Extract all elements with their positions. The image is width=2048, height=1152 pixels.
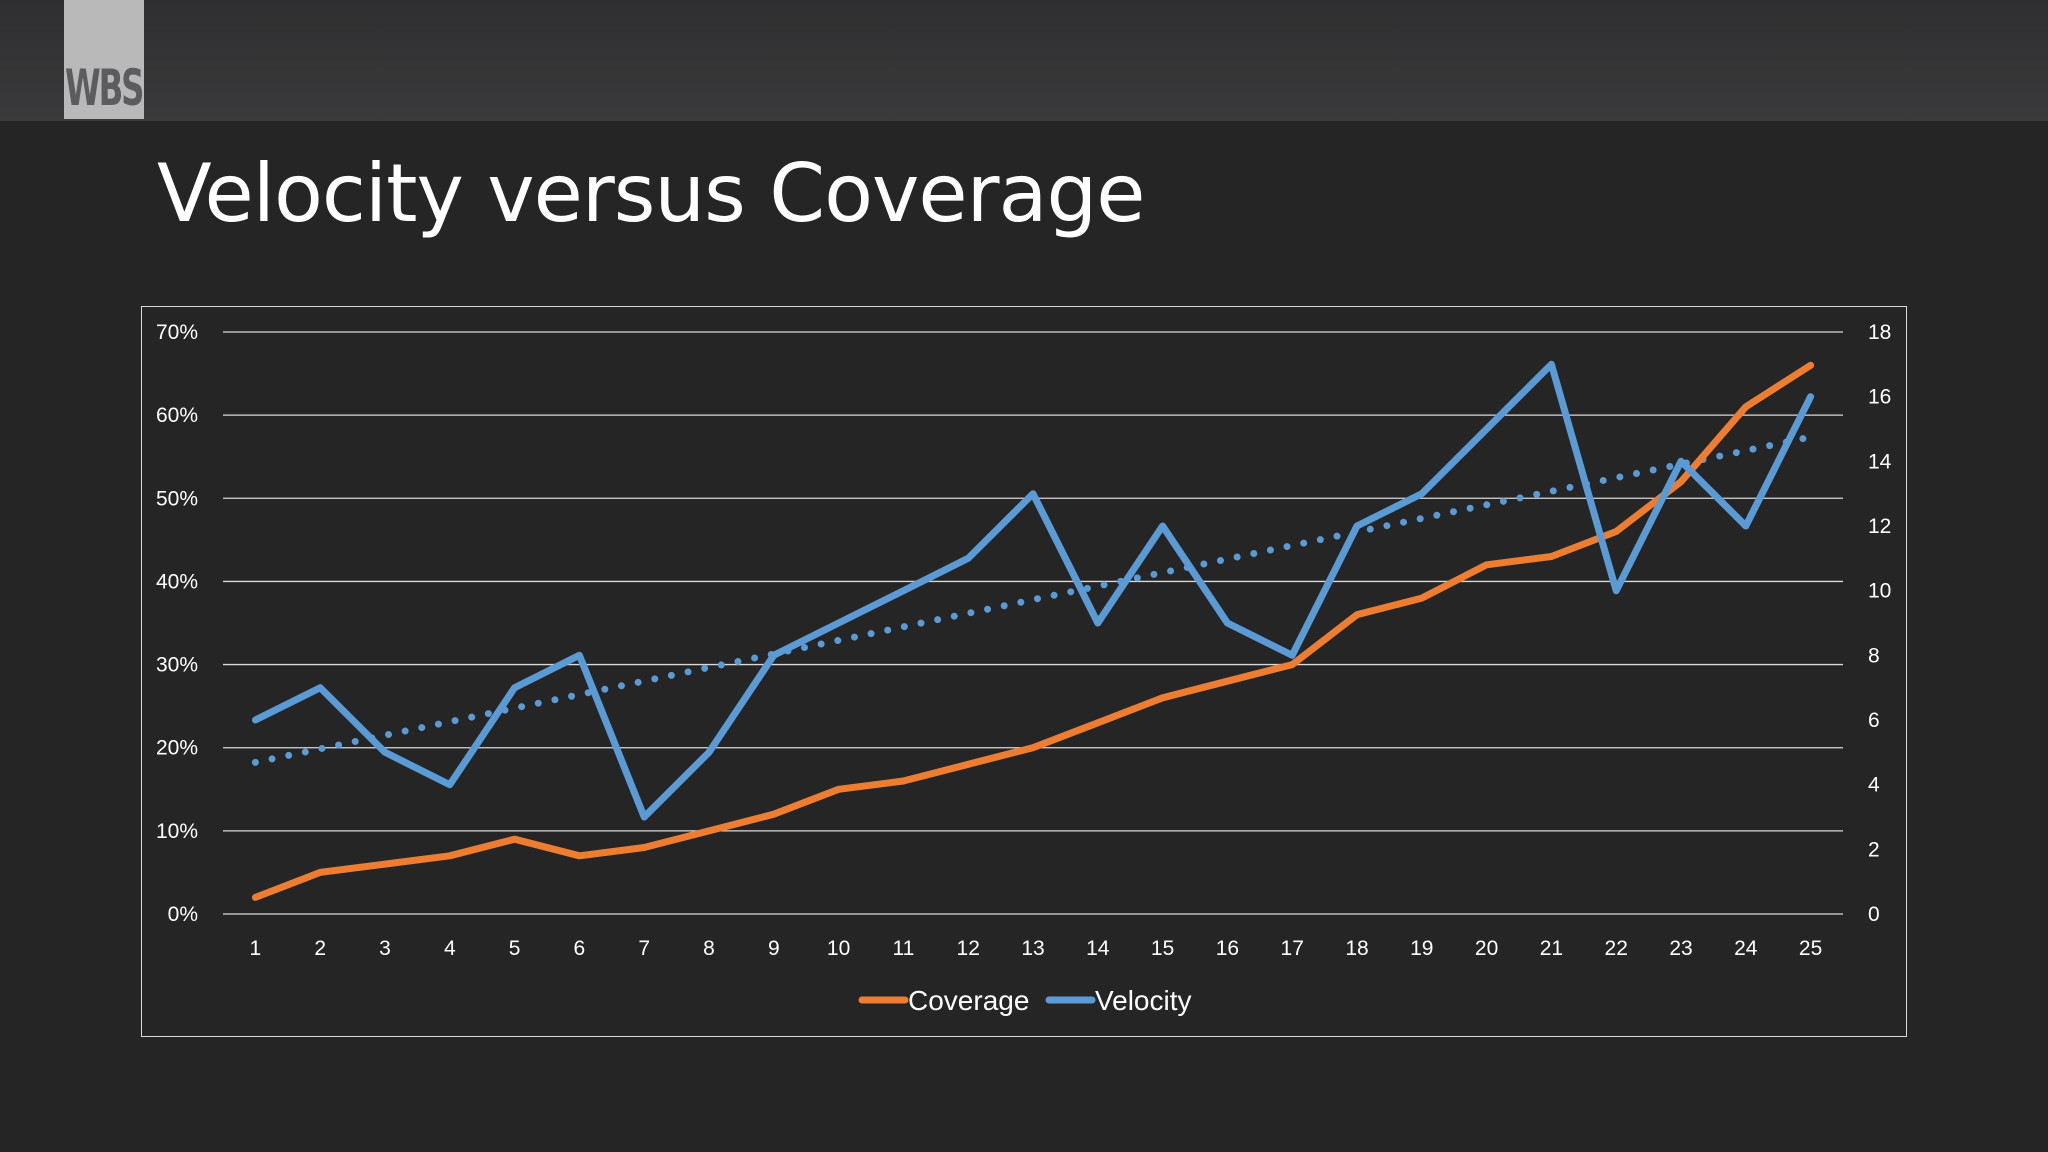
x-axis-tick-label: 24 xyxy=(1734,937,1758,960)
legend-label-velocity: Velocity xyxy=(1095,985,1192,1016)
chart-frame xyxy=(141,306,1907,1037)
right-axis-tick-label: 10 xyxy=(1868,580,1891,603)
left-axis-tick-label: 20% xyxy=(156,737,198,760)
x-axis-tick-label: 15 xyxy=(1151,937,1174,960)
gridlines xyxy=(223,331,1843,915)
left-axis-tick-label: 0% xyxy=(168,903,198,926)
x-axis-tick-label: 25 xyxy=(1799,937,1822,960)
right-axis-tick-label: 2 xyxy=(1868,838,1880,861)
right-axis-tick-label: 16 xyxy=(1868,386,1891,409)
x-axis-tick-label: 20 xyxy=(1475,937,1498,960)
slide-title: Velocity versus Coverage xyxy=(157,147,1145,240)
x-axis-tick-label: 10 xyxy=(827,937,850,960)
right-axis-ticks: 0 2 4 6 8 10 12 14 16 18 xyxy=(1868,321,1892,926)
x-axis-tick-label: 23 xyxy=(1669,937,1692,960)
x-axis-tick-label: 8 xyxy=(703,937,715,960)
x-axis-tick-label: 13 xyxy=(1021,937,1044,960)
x-axis-ticks: 1 2 3 4 5 6 7 8 9 10 11 12 13 14 15 16 17 18 19 20 21 22 23 24 2… xyxy=(250,937,1823,960)
x-axis-tick-label: 21 xyxy=(1540,937,1563,960)
right-axis-tick-label: 12 xyxy=(1868,515,1891,538)
x-axis-tick-label: 7 xyxy=(638,937,650,960)
left-axis-tick-label: 50% xyxy=(156,487,198,510)
top-bar: WBS xyxy=(0,0,2048,121)
right-axis-tick-label: 0 xyxy=(1868,903,1880,926)
x-axis-tick-label: 12 xyxy=(957,937,980,960)
x-axis-tick-label: 2 xyxy=(314,937,326,960)
x-axis-tick-label: 22 xyxy=(1605,937,1628,960)
left-axis-tick-label: 40% xyxy=(156,570,198,593)
series-line-velocity xyxy=(251,360,1815,821)
velocity-trendline xyxy=(251,433,1815,766)
x-axis-tick-label: 14 xyxy=(1086,937,1110,960)
x-axis-tick-label: 18 xyxy=(1345,937,1368,960)
left-axis-tick-label: 70% xyxy=(156,321,198,344)
wbs-logo: WBS xyxy=(64,0,144,119)
x-axis-tick-label: 16 xyxy=(1216,937,1239,960)
left-axis-tick-label: 30% xyxy=(156,654,198,677)
chart-legend: Coverage Velocity xyxy=(858,985,1192,1016)
trendline xyxy=(251,433,1815,766)
x-axis-tick-label: 4 xyxy=(444,937,456,960)
legend-label-coverage: Coverage xyxy=(908,985,1029,1016)
x-axis-tick-label: 1 xyxy=(250,937,262,960)
right-axis-tick-label: 8 xyxy=(1868,644,1880,667)
left-axis-ticks: 0% 10% 20% 30% 40% 50% 60% 70% xyxy=(156,321,198,926)
x-axis-tick-label: 9 xyxy=(768,937,780,960)
right-axis-tick-label: 6 xyxy=(1868,709,1880,732)
logo-text: WBS xyxy=(65,59,144,117)
x-axis-tick-label: 11 xyxy=(892,937,914,960)
x-axis-tick-label: 5 xyxy=(509,937,521,960)
right-axis-tick-label: 4 xyxy=(1868,774,1880,797)
left-axis-tick-label: 10% xyxy=(156,820,198,843)
x-axis-tick-label: 17 xyxy=(1281,937,1304,960)
right-axis-tick-label: 14 xyxy=(1868,450,1892,473)
series-line-coverage xyxy=(251,361,1815,901)
right-axis-tick-label: 18 xyxy=(1868,321,1891,344)
x-axis-tick-label: 6 xyxy=(574,937,586,960)
left-axis-tick-label: 60% xyxy=(156,404,198,427)
x-axis-tick-label: 3 xyxy=(379,937,391,960)
series-lines xyxy=(251,360,1815,901)
x-axis-tick-label: 19 xyxy=(1410,937,1433,960)
